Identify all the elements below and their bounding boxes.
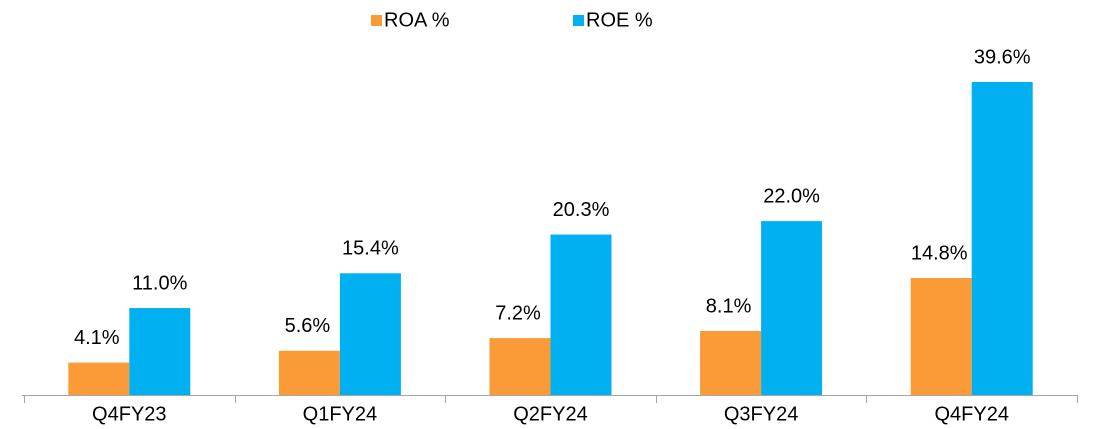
x-tick-label: Q4FY24 [934,403,1008,425]
legend-swatch [371,15,382,26]
x-tick-label: Q2FY24 [513,403,587,425]
data-label: 39.6% [974,46,1031,68]
bar [910,278,972,395]
data-label: 5.6% [285,315,331,337]
bar [278,350,340,395]
x-tick-label: Q4FY23 [92,403,166,425]
data-label: 15.4% [342,238,399,260]
bar [489,338,551,395]
data-label: 11.0% [132,272,187,294]
x-tick-label: Q1FY24 [303,403,377,425]
legend-swatch [573,15,584,26]
bar [761,221,823,395]
data-label: 22.0% [763,185,820,207]
x-tick-label: Q3FY24 [724,403,798,425]
data-label: 14.8% [911,242,968,264]
bar [339,273,401,395]
bar [971,82,1033,395]
bar [700,330,762,395]
legend-label: ROA % [384,9,450,31]
legend-label: ROE % [586,9,653,31]
data-label: 20.3% [553,199,610,221]
bar [68,362,130,395]
bar [550,234,612,395]
data-label: 4.1% [74,327,120,349]
bar [129,308,191,395]
data-label: 7.2% [495,302,541,324]
data-label: 8.1% [706,295,752,317]
